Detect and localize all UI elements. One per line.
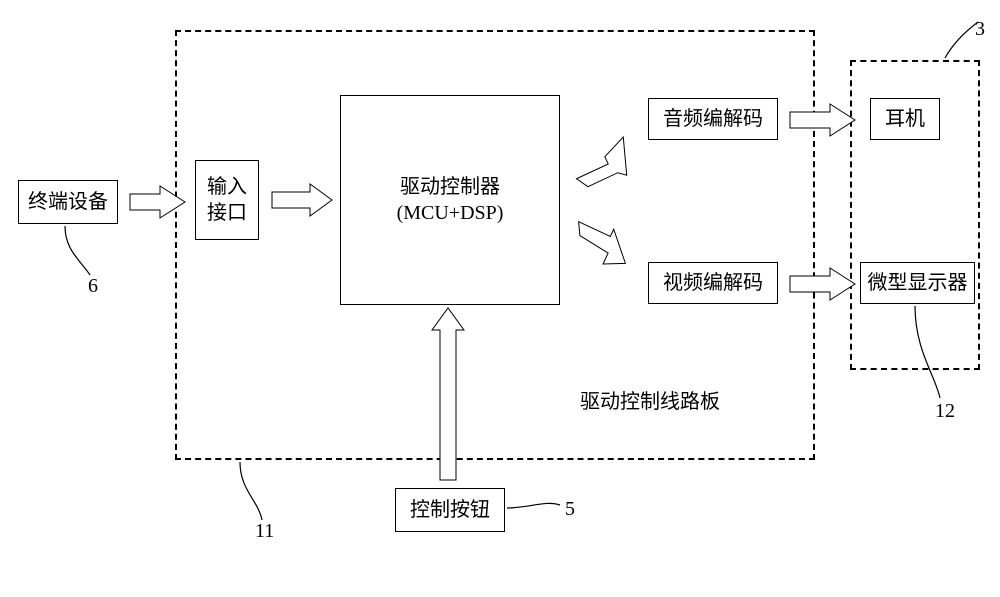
- terminal-label: 终端设备: [28, 189, 108, 215]
- controller-box: 驱动控制器 (MCU+DSP): [340, 95, 560, 305]
- callout-11: 11: [255, 520, 274, 543]
- video-codec-box: 视频编解码: [648, 262, 778, 304]
- microdisplay-box: 微型显示器: [860, 262, 975, 304]
- video-codec-label: 视频编解码: [663, 270, 763, 296]
- ctrl-button-box: 控制按钮: [395, 488, 505, 532]
- leader-11: [240, 462, 262, 520]
- leader-5: [507, 503, 560, 508]
- controller-label: 驱动控制器 (MCU+DSP): [397, 174, 504, 226]
- earphone-box: 耳机: [870, 98, 940, 140]
- callout-12: 12: [935, 400, 955, 423]
- input-if-box: 输入 接口: [195, 160, 259, 240]
- earphone-label: 耳机: [885, 106, 925, 132]
- callout-5: 5: [565, 498, 575, 521]
- audio-codec-label: 音频编解码: [663, 106, 763, 132]
- board-label: 驱动控制线路板: [580, 385, 720, 414]
- microdisplay-label: 微型显示器: [868, 270, 968, 296]
- leader-6: [65, 226, 90, 275]
- leader-3: [945, 22, 978, 58]
- callout-6: 6: [88, 275, 98, 298]
- ctrl-button-label: 控制按钮: [410, 497, 490, 523]
- diagram-canvas: 终端设备 输入 接口 驱动控制器 (MCU+DSP) 音频编解码 视频编解码 耳…: [0, 0, 1000, 597]
- terminal-box: 终端设备: [18, 180, 118, 224]
- audio-codec-box: 音频编解码: [648, 98, 778, 140]
- input-if-label: 输入 接口: [207, 174, 247, 226]
- callout-3: 3: [975, 18, 985, 41]
